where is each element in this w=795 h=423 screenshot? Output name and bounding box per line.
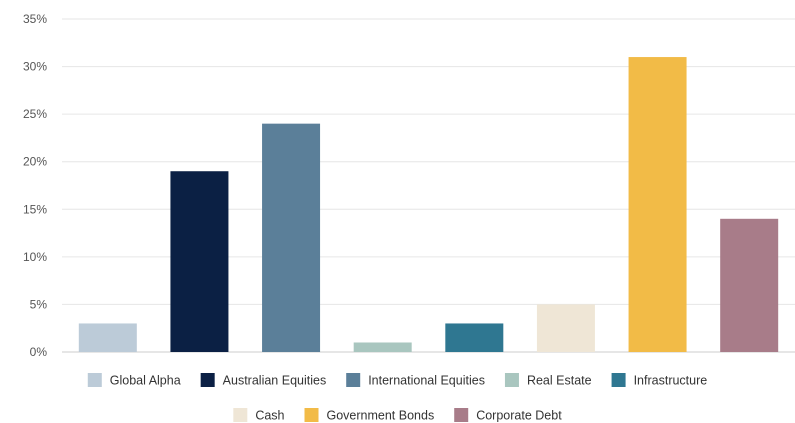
- y-tick-label: 30%: [23, 60, 47, 74]
- bars: [78, 57, 779, 353]
- legend-label: Infrastructure: [634, 374, 708, 388]
- legend-label: Australian Equities: [223, 374, 327, 388]
- bar-real-estate[interactable]: [353, 342, 412, 352]
- y-tick-label: 15%: [23, 202, 47, 216]
- legend: Global Alpha Australian Equities Internati…: [87, 373, 708, 423]
- legend-item-global-alpha[interactable]: Global Alpha: [87, 373, 181, 388]
- y-tick-label: 25%: [23, 107, 47, 121]
- legend-item-australian-equities[interactable]: Australian Equities: [200, 373, 327, 388]
- bar-government-bonds[interactable]: [628, 57, 687, 353]
- legend-label: Global Alpha: [110, 374, 181, 388]
- bar-australian-equities[interactable]: [170, 171, 229, 352]
- legend-label: Cash: [255, 409, 284, 423]
- legend-swatch: [611, 373, 626, 387]
- bar-infrastructure[interactable]: [445, 323, 504, 352]
- y-tick-label: 35%: [23, 12, 47, 26]
- bar-corporate-debt[interactable]: [720, 218, 779, 352]
- legend-swatch: [233, 408, 248, 422]
- legend-label: Government Bonds: [327, 409, 435, 423]
- legend-swatch: [304, 408, 319, 422]
- legend-label: Real Estate: [527, 374, 592, 388]
- legend-swatch: [454, 408, 469, 422]
- y-tick-label: 10%: [23, 250, 47, 264]
- legend-swatch: [346, 373, 361, 387]
- legend-swatch: [200, 373, 215, 387]
- y-tick-label: 0%: [30, 345, 48, 359]
- y-tick-label: 20%: [23, 155, 47, 169]
- bar-cash[interactable]: [536, 304, 595, 352]
- legend-item-corporate-debt[interactable]: Corporate Debt: [454, 408, 562, 423]
- bar-global-alpha[interactable]: [78, 323, 137, 352]
- legend-swatch: [87, 373, 102, 387]
- legend-item-cash[interactable]: Cash: [233, 408, 285, 423]
- legend-item-real-estate[interactable]: Real Estate: [504, 373, 592, 388]
- bar-international-equities[interactable]: [262, 123, 321, 353]
- legend-item-government-bonds[interactable]: Government Bonds: [304, 408, 435, 423]
- legend-swatch: [504, 373, 519, 387]
- legend-label: Corporate Debt: [476, 409, 562, 423]
- legend-label: International Equities: [368, 374, 485, 388]
- legend-item-international-equities[interactable]: International Equities: [346, 373, 485, 388]
- y-tick-label: 5%: [30, 297, 48, 311]
- legend-item-infrastructure[interactable]: Infrastructure: [611, 373, 708, 388]
- y-axis-ticks: 0% 5% 10% 15% 20% 25% 30% 35%: [23, 12, 47, 359]
